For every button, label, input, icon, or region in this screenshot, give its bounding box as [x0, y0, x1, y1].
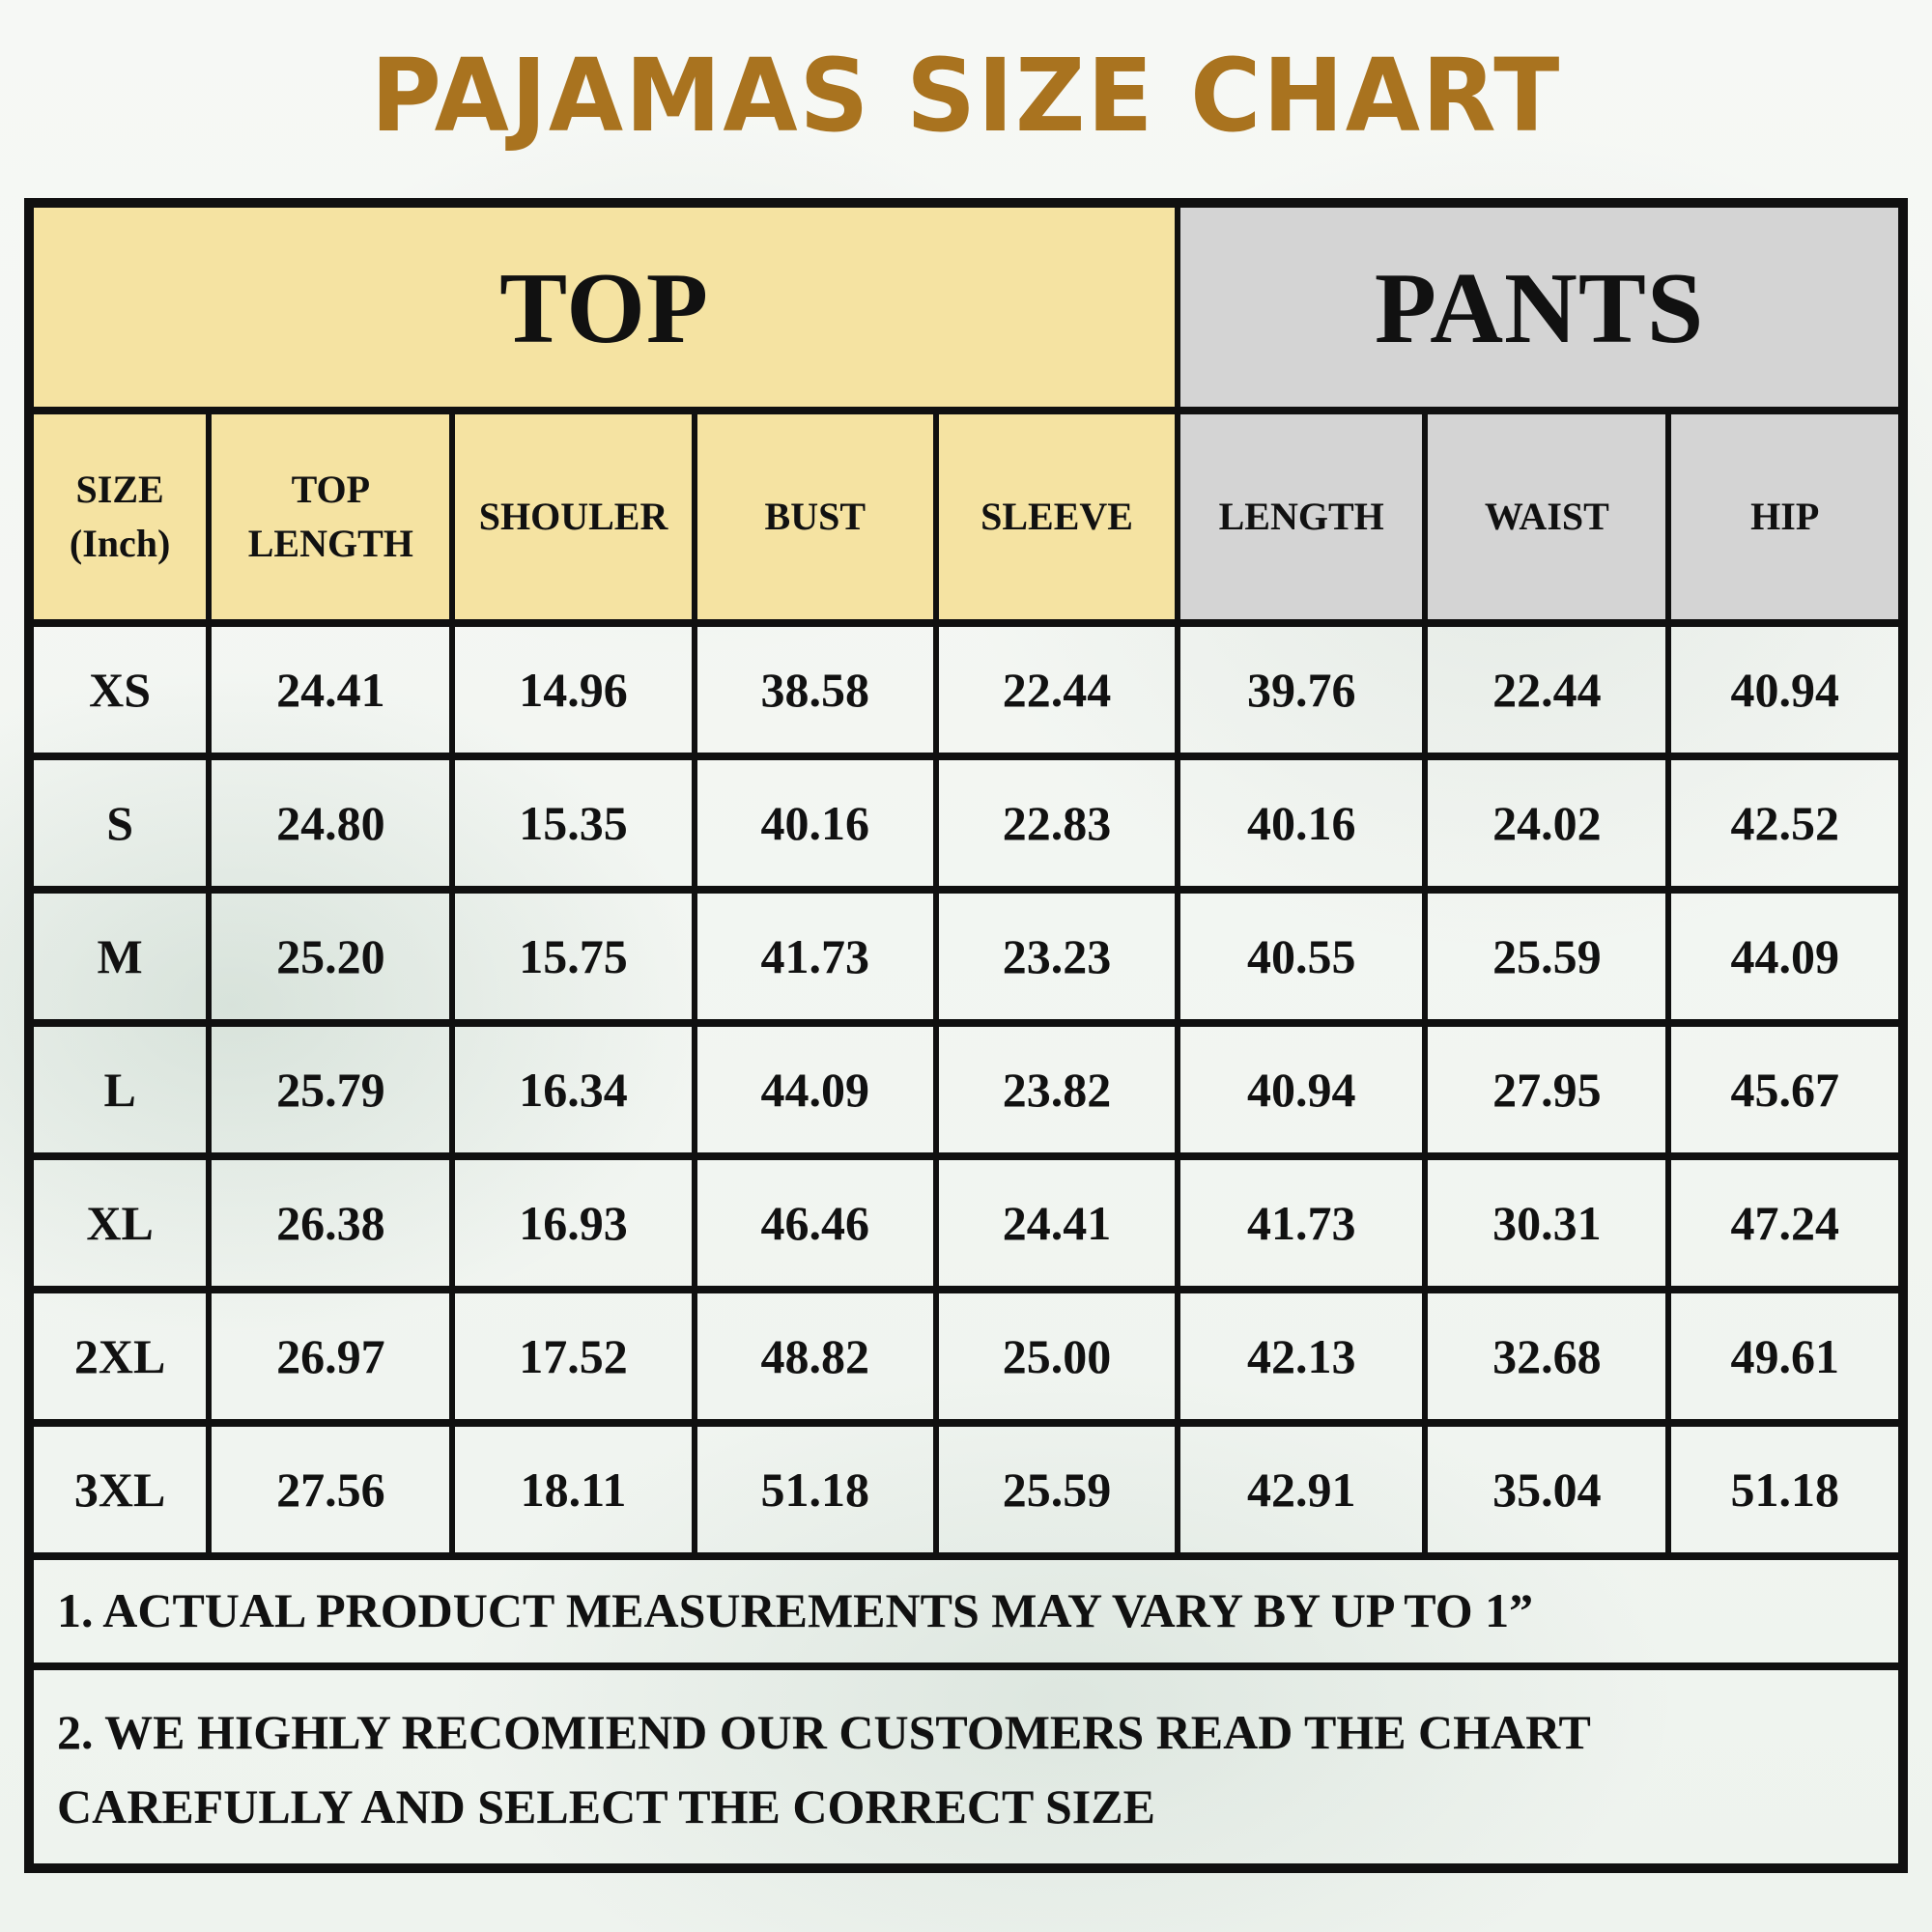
top-section-header: TOP — [25, 199, 1181, 414]
table-row: XL 26.38 16.93 46.46 24.41 41.73 30.31 47.24 — [25, 1152, 1906, 1293]
measurement-cell: 24.41 — [206, 619, 456, 760]
measurement-cell: 45.67 — [1665, 1019, 1906, 1160]
measurement-cell: 25.00 — [932, 1286, 1181, 1427]
measurement-cell: 35.04 — [1422, 1419, 1672, 1560]
note-row-1: 1. ACTUAL PRODUCT MEASUREMENTS MAY VARY … — [26, 1552, 1906, 1670]
measurement-cell: 14.96 — [449, 619, 697, 760]
table-row: S 24.80 15.35 40.16 22.83 40.16 24.02 42.52 — [25, 753, 1906, 894]
pants-section-label: PANTS — [1374, 250, 1705, 364]
measurement-cell: 25.20 — [206, 886, 456, 1027]
measurement-cell: 39.76 — [1175, 619, 1429, 760]
table-row: 3XL 27.56 18.11 51.18 25.59 42.91 35.04 51.18 — [25, 1419, 1906, 1560]
measurement-cell: 16.93 — [449, 1152, 697, 1293]
measurement-cell: 27.56 — [206, 1419, 456, 1560]
measurement-cell: 23.82 — [932, 1019, 1181, 1160]
measurement-cell: 40.55 — [1175, 886, 1429, 1027]
measurement-cell: 41.73 — [1175, 1152, 1429, 1293]
measurement-cell: 22.44 — [932, 619, 1181, 760]
measurement-cell: 40.94 — [1665, 619, 1906, 760]
note-row-2: 2. WE HIGHLY RECOMIEND OUR CUSTOMERS REA… — [26, 1662, 1906, 1872]
column-header: SLEEVE — [932, 407, 1181, 627]
measurement-cell: 44.09 — [691, 1019, 939, 1160]
table-row: M 25.20 15.75 41.73 23.23 40.55 25.59 44.09 — [25, 886, 1906, 1027]
measurement-cell: 42.13 — [1175, 1286, 1429, 1427]
measurement-cell: 46.46 — [691, 1152, 939, 1293]
measurement-cell: 25.59 — [932, 1419, 1181, 1560]
note-1-text: 1. ACTUAL PRODUCT MEASUREMENTS MAY VARY … — [26, 1552, 1906, 1670]
measurement-cell: 23.23 — [932, 886, 1181, 1027]
column-header: BUST — [691, 407, 939, 627]
measurement-cell: 26.97 — [206, 1286, 456, 1427]
measurement-cell: 22.83 — [932, 753, 1181, 894]
measurement-cell: 24.80 — [206, 753, 456, 894]
measurement-cell: 48.82 — [691, 1286, 939, 1427]
section-header-row: TOP PANTS — [25, 199, 1906, 414]
size-label: XL — [25, 1152, 213, 1293]
measurement-cell: 22.44 — [1422, 619, 1672, 760]
column-header: LENGTH — [1175, 407, 1429, 627]
measurement-cell: 32.68 — [1422, 1286, 1672, 1427]
measurement-cell: 40.94 — [1175, 1019, 1429, 1160]
table-row: 2XL 26.97 17.52 48.82 25.00 42.13 32.68 49.61 — [25, 1286, 1906, 1427]
measurement-cell: 44.09 — [1665, 886, 1906, 1027]
column-header: SHOULER — [449, 407, 697, 627]
measurement-cell: 16.34 — [449, 1019, 697, 1160]
measurement-cell: 26.38 — [206, 1152, 456, 1293]
measurement-cell: 18.11 — [449, 1419, 697, 1560]
page-title: PAJAMAS SIZE CHART — [370, 37, 1562, 155]
measurement-cell: 24.02 — [1422, 753, 1672, 894]
measurement-cell: 51.18 — [691, 1419, 939, 1560]
measurement-cell: 42.52 — [1665, 753, 1906, 894]
note-2-text: 2. WE HIGHLY RECOMIEND OUR CUSTOMERS REA… — [26, 1662, 1906, 1872]
column-header: TOP LENGTH — [206, 407, 456, 627]
measurement-cell: 47.24 — [1665, 1152, 1906, 1293]
measurement-cell: 40.16 — [1175, 753, 1429, 894]
top-section-label: TOP — [499, 250, 710, 364]
pants-section-header: PANTS — [1175, 199, 1906, 414]
column-header-row: SIZE (Inch) TOP LENGTH SHOULER BUST SLEEVE LENG… — [25, 407, 1906, 627]
measurement-cell: 40.16 — [691, 753, 939, 894]
measurement-cell: 42.91 — [1175, 1419, 1429, 1560]
column-header: HIP — [1665, 407, 1906, 627]
measurement-cell: 17.52 — [449, 1286, 697, 1427]
measurement-cell: 41.73 — [691, 886, 939, 1027]
measurement-cell: 49.61 — [1665, 1286, 1906, 1427]
measurement-cell: 38.58 — [691, 619, 939, 760]
table-row: L 25.79 16.34 44.09 23.82 40.94 27.95 45.67 — [25, 1019, 1906, 1160]
table-row: XS 24.41 14.96 38.58 22.44 39.76 22.44 40.94 — [25, 619, 1906, 760]
size-chart-table: TOP PANTS SIZE (Inch) TOP LENGTH SHOULER BUST… — [24, 198, 1908, 1873]
measurement-cell: 25.59 — [1422, 886, 1672, 1027]
size-label: 2XL — [25, 1286, 213, 1427]
size-label: M — [25, 886, 213, 1027]
size-label: 3XL — [25, 1419, 213, 1560]
size-label: S — [25, 753, 213, 894]
measurement-cell: 15.35 — [449, 753, 697, 894]
measurement-cell: 51.18 — [1665, 1419, 1906, 1560]
column-header: WAIST — [1422, 407, 1672, 627]
measurement-cell: 25.79 — [206, 1019, 456, 1160]
measurement-cell: 24.41 — [932, 1152, 1181, 1293]
size-label: L — [25, 1019, 213, 1160]
column-header: SIZE (Inch) — [25, 407, 213, 627]
measurement-cell: 30.31 — [1422, 1152, 1672, 1293]
measurement-cell: 15.75 — [449, 886, 697, 1027]
measurement-cell: 27.95 — [1422, 1019, 1672, 1160]
size-label: XS — [25, 619, 213, 760]
